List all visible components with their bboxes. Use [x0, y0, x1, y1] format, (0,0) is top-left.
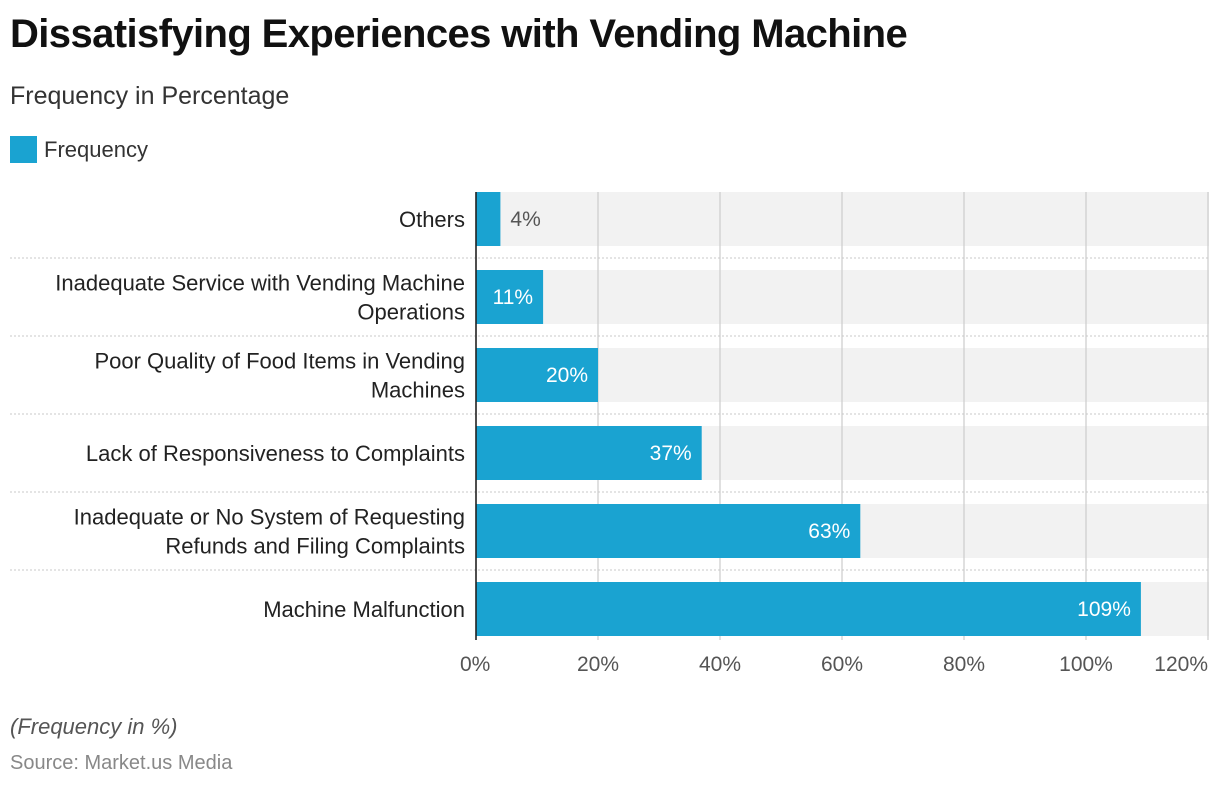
category-label: Refunds and Filing Complaints: [165, 534, 465, 559]
data-label: 11%: [493, 286, 533, 309]
bar: [476, 426, 702, 480]
x-tick-label: 40%: [699, 653, 741, 676]
data-label: 109%: [1077, 598, 1131, 621]
data-label: 20%: [546, 364, 588, 387]
chart-title: Dissatisfying Experiences with Vending M…: [10, 12, 908, 56]
x-tick-label: 20%: [577, 653, 619, 676]
bar: [476, 504, 861, 558]
x-tick-label: 80%: [943, 653, 985, 676]
x-tick-label: 0%: [460, 653, 490, 676]
category-label: Others: [399, 207, 465, 232]
category-label: Machine Malfunction: [263, 597, 465, 622]
source-credit: Source: Market.us Media: [10, 752, 233, 774]
data-label: 4%: [510, 208, 540, 231]
x-tick-label: 120%: [1154, 653, 1208, 676]
category-label: Poor Quality of Food Items in Vending: [94, 349, 465, 374]
x-tick-label: 100%: [1059, 653, 1113, 676]
chart-subtitle: Frequency in Percentage: [10, 82, 290, 110]
category-label: Lack of Responsiveness to Complaints: [86, 441, 465, 466]
legend-swatch: [10, 136, 37, 163]
data-label: 63%: [808, 520, 850, 543]
legend: Frequency: [10, 136, 148, 163]
bar: [476, 270, 544, 324]
category-label: Inadequate or No System of Requesting: [74, 505, 465, 530]
category-label: Inadequate Service with Vending Machine: [55, 271, 465, 296]
bar: [476, 582, 1141, 636]
category-label: Machines: [371, 378, 465, 403]
data-label: 37%: [650, 442, 692, 465]
category-label: Operations: [357, 300, 465, 325]
bar: [476, 348, 598, 402]
legend-label: Frequency: [44, 136, 148, 162]
bar: [476, 192, 501, 246]
bar-chart: 4% 11% 20% 37% 63% 109% Others Inadequate Servi…: [10, 192, 1209, 676]
x-tick-label: 60%: [821, 653, 863, 676]
footnote: (Frequency in %): [10, 714, 178, 739]
